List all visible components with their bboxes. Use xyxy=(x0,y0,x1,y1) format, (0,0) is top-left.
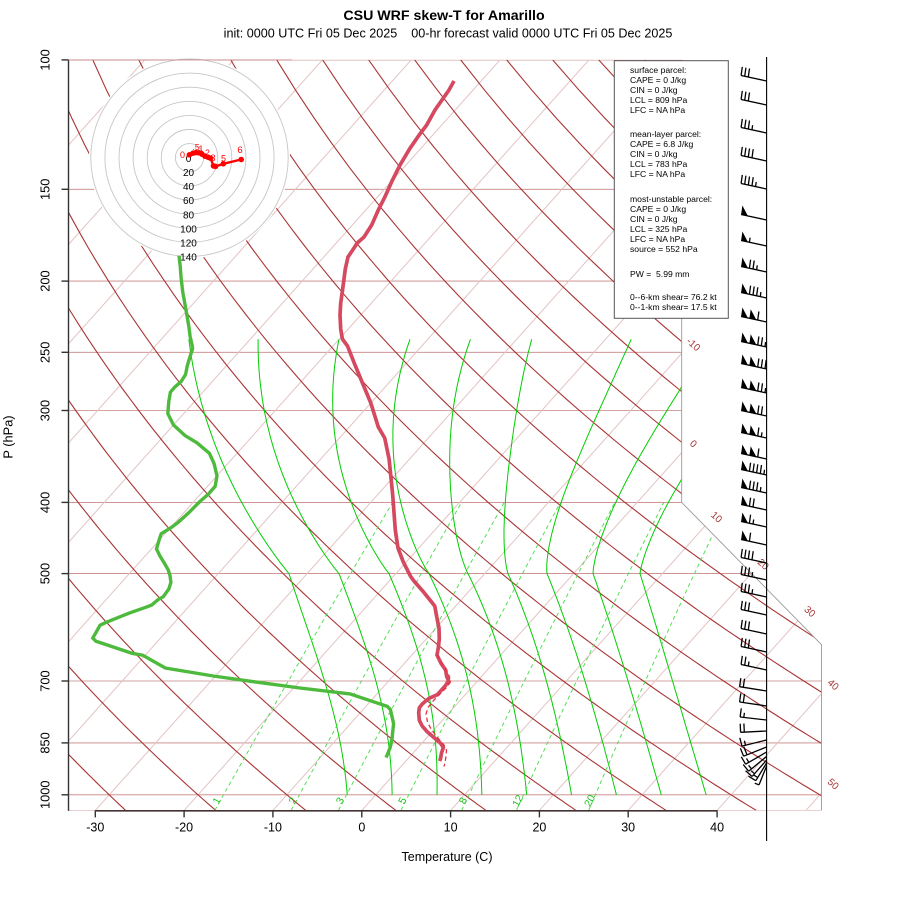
svg-text:40: 40 xyxy=(710,820,724,834)
svg-text:CIN = 0 J/kg: CIN = 0 J/kg xyxy=(630,85,678,95)
svg-text:20: 20 xyxy=(183,168,195,179)
svg-text:LCL = 325 hPa: LCL = 325 hPa xyxy=(630,224,687,234)
svg-text:500: 500 xyxy=(38,563,53,584)
svg-text:init: 0000 UTC Fri 05 Dec 2025: init: 0000 UTC Fri 05 Dec 2025 00-hr for… xyxy=(224,27,673,41)
svg-text:surface parcel:: surface parcel: xyxy=(630,65,686,75)
svg-text:CIN = 0 J/kg: CIN = 0 J/kg xyxy=(630,149,678,159)
svg-text:1: 1 xyxy=(199,144,204,154)
svg-text:60: 60 xyxy=(183,196,195,207)
svg-text:LCL = 783 hPa: LCL = 783 hPa xyxy=(630,159,687,169)
svg-text:0--6-km shear= 76.2 kt: 0--6-km shear= 76.2 kt xyxy=(630,292,717,302)
svg-text:1000: 1000 xyxy=(38,781,53,809)
svg-text:most-unstable parcel:: most-unstable parcel: xyxy=(630,194,712,204)
svg-text:40: 40 xyxy=(183,182,195,193)
svg-text:CAPE = 0 J/kg: CAPE = 0 J/kg xyxy=(630,204,686,214)
svg-text:5: 5 xyxy=(221,154,226,164)
svg-text:-20: -20 xyxy=(175,820,193,834)
svg-text:LFC = NA hPa: LFC = NA hPa xyxy=(630,105,685,115)
svg-text:PW = 5.99 mm: PW = 5.99 mm xyxy=(630,269,689,279)
svg-text:Temperature (C): Temperature (C) xyxy=(402,850,493,864)
svg-text:P (hPa): P (hPa) xyxy=(1,415,16,458)
svg-text:850: 850 xyxy=(38,732,53,753)
svg-text:CSU WRF skew-T for Amarillo: CSU WRF skew-T for Amarillo xyxy=(343,8,545,24)
svg-text:source = 552 hPa: source = 552 hPa xyxy=(630,244,698,254)
svg-text:700: 700 xyxy=(38,670,53,691)
svg-text:30: 30 xyxy=(621,820,635,834)
svg-text:400: 400 xyxy=(38,492,53,513)
svg-text:0.: 0. xyxy=(180,150,188,160)
svg-text:80: 80 xyxy=(183,210,195,221)
svg-text:10: 10 xyxy=(444,820,458,834)
svg-text:150: 150 xyxy=(38,179,53,200)
svg-text:120: 120 xyxy=(180,239,197,250)
svg-text:6: 6 xyxy=(237,145,242,156)
svg-text:2: 2 xyxy=(205,148,210,158)
svg-text:20: 20 xyxy=(532,820,546,834)
svg-text:CIN = 0 J/kg: CIN = 0 J/kg xyxy=(630,214,678,224)
svg-text:mean-layer parcel:: mean-layer parcel: xyxy=(630,129,701,139)
svg-text:LCL = 809 hPa: LCL = 809 hPa xyxy=(630,95,687,105)
svg-text:-30: -30 xyxy=(86,820,104,834)
svg-text:LFC = NA hPa: LFC = NA hPa xyxy=(630,169,685,179)
svg-text:CAPE = 0 J/kg: CAPE = 0 J/kg xyxy=(630,75,686,85)
svg-text:250: 250 xyxy=(38,342,53,363)
svg-text:100: 100 xyxy=(38,49,53,70)
svg-text:-10: -10 xyxy=(264,820,282,834)
svg-text:LFC = NA hPa: LFC = NA hPa xyxy=(630,234,685,244)
svg-text:200: 200 xyxy=(38,270,53,291)
svg-text:0--1-km shear= 17.5 kt: 0--1-km shear= 17.5 kt xyxy=(630,302,717,312)
svg-text:100: 100 xyxy=(180,224,197,235)
svg-text:140: 140 xyxy=(180,253,197,264)
svg-text:300: 300 xyxy=(38,400,53,421)
svg-text:0: 0 xyxy=(358,820,365,834)
svg-text:CAPE = 6.8 J/kg: CAPE = 6.8 J/kg xyxy=(630,139,694,149)
svg-text:3: 3 xyxy=(210,153,215,163)
